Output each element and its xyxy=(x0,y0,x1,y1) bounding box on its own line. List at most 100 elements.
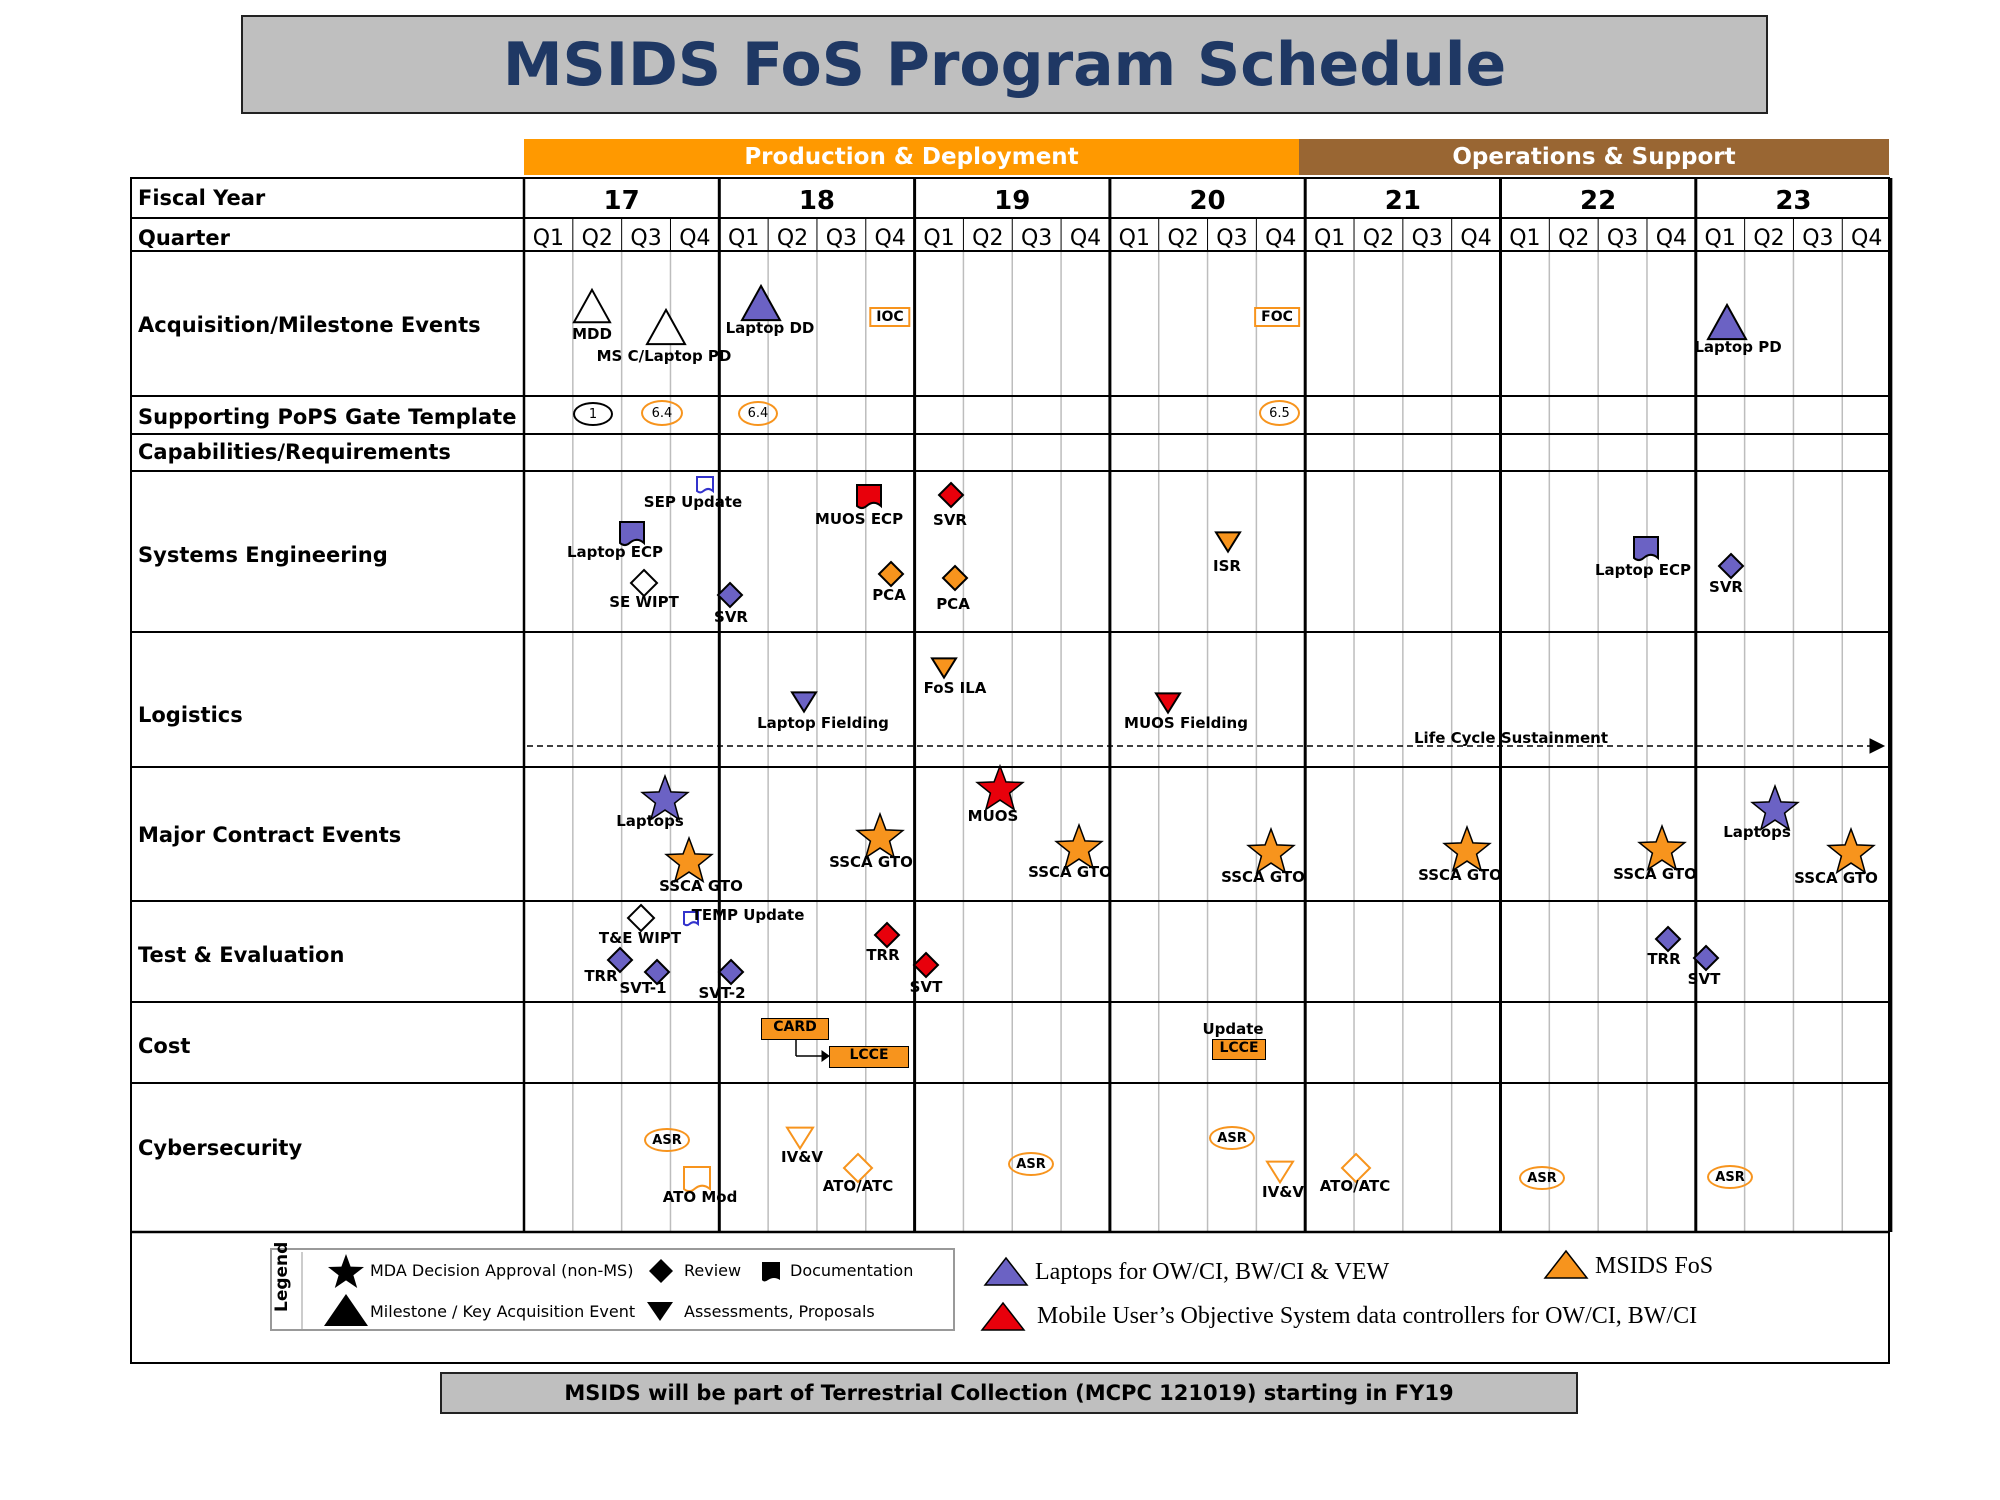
event-label-pca: PCA xyxy=(872,586,906,604)
svt-2-diamond-icon xyxy=(717,958,745,986)
trr-diamond-icon xyxy=(606,946,634,974)
quarter-q1: Q1 xyxy=(1509,226,1541,251)
quarter-q1: Q1 xyxy=(1313,226,1346,251)
fiscal-year-label: Fiscal Year xyxy=(138,186,266,210)
isr-down-triangle-icon xyxy=(1214,531,1242,554)
quarter-q4: Q4 xyxy=(1069,226,1102,251)
event-label-laptops: Laptops xyxy=(1723,823,1791,841)
legend-review-text: Review xyxy=(684,1261,742,1280)
temp-update-document-icon xyxy=(683,911,699,927)
event-label-svt: SVT xyxy=(909,978,943,996)
event-label-ssca-gto: SSCA GTO xyxy=(1418,866,1502,884)
legend-triangle-icon xyxy=(324,1294,368,1326)
event-label-sep-update: SEP Update xyxy=(643,493,743,511)
fiscal-year-23: 23 xyxy=(1775,186,1812,216)
quarter-q3: Q3 xyxy=(1020,226,1053,251)
event-label-svr: SVR xyxy=(933,511,967,529)
event-label-se-wipt: SE WIPT xyxy=(609,593,679,611)
event-label-pca: PCA xyxy=(936,595,970,613)
event-label-svt: SVT xyxy=(1687,970,1721,988)
row-label-cost: Cost xyxy=(138,1034,191,1058)
laptop-dd-triangle-icon xyxy=(740,283,782,322)
event-label-foc: FOC xyxy=(1254,307,1300,327)
event-label-ssca-gto: SSCA GTO xyxy=(1794,869,1878,887)
event-label-laptop-dd: Laptop DD xyxy=(725,319,815,337)
event-label-laptop-ecp: Laptop ECP xyxy=(1594,561,1692,579)
asr-oval: ASR xyxy=(1707,1165,1753,1189)
event-label-ssca-gto: SSCA GTO xyxy=(1221,868,1305,886)
ivv-down-triangle-icon xyxy=(785,1126,815,1151)
pca-diamond-icon xyxy=(941,564,969,592)
pca-diamond-icon xyxy=(877,560,905,588)
key-red-text: Mobile User’s Objective System data cont… xyxy=(1037,1303,1698,1329)
quarter-q2: Q2 xyxy=(1753,226,1785,251)
quarter-q1: Q1 xyxy=(532,226,565,251)
legend-mda-text: MDA Decision Approval (non-MS) xyxy=(370,1261,634,1280)
quarter-q3: Q3 xyxy=(1802,226,1834,251)
fiscal-year-21: 21 xyxy=(1384,186,1421,216)
quarter-q2: Q2 xyxy=(581,226,613,251)
key-purple-text: Laptops for OW/CI, BW/CI & VEW xyxy=(1035,1259,1390,1285)
event-label-fos-ila: FoS ILA xyxy=(923,679,987,697)
legend-document-icon xyxy=(762,1262,780,1282)
event-label-isr: ISR xyxy=(1213,557,1241,575)
legend-box: Legend MDA Decision Approval (non-MS) Re… xyxy=(270,1242,955,1331)
laptop-ecp-document-icon xyxy=(619,521,645,547)
event-label-ioc: IOC xyxy=(869,307,911,327)
muos-star-icon xyxy=(975,763,1025,812)
gate-64-oval: 6.4 xyxy=(738,401,778,426)
svr-diamond-icon xyxy=(937,481,965,509)
quarter-q4: Q4 xyxy=(874,226,906,251)
event-label-ssca-gto: SSCA GTO xyxy=(1613,865,1697,883)
quarter-q1: Q1 xyxy=(1704,226,1736,251)
laptops-star-icon xyxy=(640,773,690,822)
quarter-q1: Q1 xyxy=(728,226,760,251)
quarter-q3: Q3 xyxy=(1411,226,1443,251)
laptop-pd-triangle-icon xyxy=(1706,302,1748,341)
row-label-major-contract: Major Contract Events xyxy=(138,823,402,847)
legend-down-triangle-icon xyxy=(647,1302,673,1321)
quarter-q1: Q1 xyxy=(923,226,955,251)
trr-diamond-icon xyxy=(873,921,901,949)
life-cycle-arrowhead-icon xyxy=(1869,738,1886,754)
cost-lcce-box: LCCE xyxy=(829,1046,909,1068)
fiscal-year-17: 17 xyxy=(603,186,640,216)
quarter-q4: Q4 xyxy=(679,226,711,251)
legend-diamond-icon xyxy=(649,1259,673,1283)
quarter-q3: Q3 xyxy=(630,226,662,251)
quarter-q3: Q3 xyxy=(1216,226,1248,251)
fiscal-year-18: 18 xyxy=(798,186,836,216)
quarter-q4: Q4 xyxy=(1265,226,1297,251)
row-label-acquisition: Acquisition/Milestone Events xyxy=(138,313,481,337)
laptop-ecp-document-icon xyxy=(1633,536,1659,562)
event-label-laptop-fielding: Laptop Fielding xyxy=(757,714,889,732)
phase-operations-support: Operations & Support xyxy=(1299,139,1889,175)
ato-atc-diamond-icon xyxy=(1340,1152,1372,1184)
event-label-muos-fielding: MUOS Fielding xyxy=(1124,714,1248,732)
quarter-q4: Q4 xyxy=(1460,226,1492,251)
page-title: MSIDS FoS Program Schedule xyxy=(241,15,1768,114)
event-label-ato-atc: ATO/ATC xyxy=(1319,1177,1391,1195)
quarter-q2: Q2 xyxy=(972,226,1004,251)
event-label-life-cycle-sustainment: Life Cycle Sustainment xyxy=(1413,729,1609,747)
asr-oval: ASR xyxy=(644,1128,690,1152)
event-label-laptops: Laptops xyxy=(616,812,684,830)
event-label-ms-c: MS C/Laptop PD xyxy=(596,347,732,365)
event-label-svr: SVR xyxy=(714,608,748,626)
event-label-muos-ecp: MUOS ECP xyxy=(814,510,904,528)
svt-diamond-icon xyxy=(912,951,940,979)
ssca-gto-star-icon xyxy=(1246,826,1296,875)
event-label-ssca-gto: SSCA GTO xyxy=(659,877,743,895)
svt-diamond-icon xyxy=(1692,944,1720,972)
event-label-trr: TRR xyxy=(866,946,900,964)
fiscal-year-22: 22 xyxy=(1580,186,1617,216)
event-label-muos: MUOS xyxy=(967,807,1019,825)
legend-assessments-text: Assessments, Proposals xyxy=(684,1302,875,1321)
sep-update-document-icon xyxy=(696,476,714,494)
legend-milestone-text: Milestone / Key Acquisition Event xyxy=(370,1302,636,1321)
ssca-gto-star-icon xyxy=(1442,824,1492,873)
ssca-gto-star-icon xyxy=(1637,823,1687,872)
gate-65-oval: 6.5 xyxy=(1259,400,1300,426)
trr-diamond-icon xyxy=(1654,925,1682,953)
ssca-gto-star-icon xyxy=(1826,826,1876,875)
